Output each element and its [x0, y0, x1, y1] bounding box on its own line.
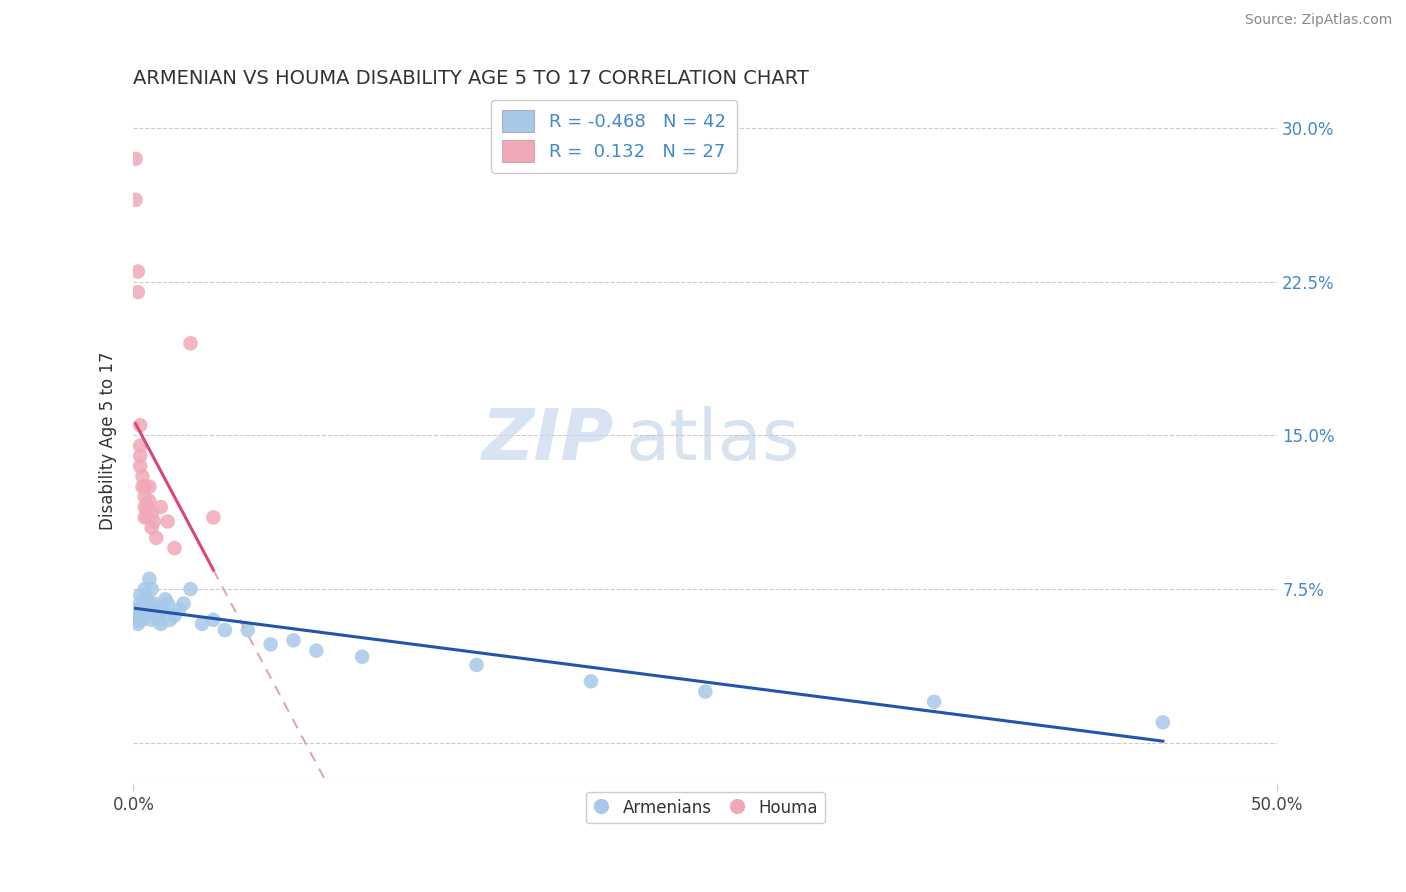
Point — [129, 418, 152, 433]
Point — [131, 602, 153, 616]
Point — [145, 608, 167, 623]
Point — [134, 597, 156, 611]
Point — [149, 616, 172, 631]
Point — [134, 490, 156, 504]
Point — [127, 264, 149, 278]
Point — [136, 500, 159, 515]
Point — [127, 608, 149, 623]
Point — [129, 439, 152, 453]
Point — [156, 597, 179, 611]
Point — [352, 649, 374, 664]
Text: Source: ZipAtlas.com: Source: ZipAtlas.com — [1244, 13, 1392, 28]
Point — [191, 616, 214, 631]
Point — [922, 695, 945, 709]
Point — [136, 602, 159, 616]
Point — [129, 449, 152, 463]
Point — [695, 684, 717, 698]
Point — [138, 572, 160, 586]
Point — [163, 608, 186, 623]
Text: ARMENIAN VS HOUMA DISABILITY AGE 5 TO 17 CORRELATION CHART: ARMENIAN VS HOUMA DISABILITY AGE 5 TO 17… — [134, 69, 810, 87]
Point — [134, 480, 156, 494]
Point — [138, 480, 160, 494]
Point — [1152, 715, 1174, 730]
Point — [173, 597, 195, 611]
Point — [167, 602, 190, 616]
Point — [202, 613, 225, 627]
Point — [127, 616, 149, 631]
Text: ZIP: ZIP — [481, 406, 614, 475]
Point — [259, 637, 281, 651]
Point — [134, 500, 156, 515]
Point — [134, 582, 156, 596]
Point — [305, 643, 328, 657]
Point — [180, 582, 202, 596]
Text: atlas: atlas — [626, 406, 800, 475]
Point — [236, 623, 259, 637]
Point — [138, 494, 160, 508]
Point — [131, 613, 153, 627]
Point — [152, 602, 174, 616]
Point — [141, 521, 163, 535]
Point — [141, 582, 163, 596]
Point — [155, 592, 177, 607]
Point — [124, 613, 146, 627]
Point — [145, 602, 167, 616]
Point — [129, 597, 152, 611]
Point — [156, 515, 179, 529]
Point — [134, 510, 156, 524]
Y-axis label: Disability Age 5 to 17: Disability Age 5 to 17 — [100, 351, 117, 530]
Point — [141, 613, 163, 627]
Point — [129, 459, 152, 474]
Point — [124, 193, 146, 207]
Point — [136, 510, 159, 524]
Point — [283, 633, 305, 648]
Point — [136, 592, 159, 607]
Point — [579, 674, 602, 689]
Point — [131, 480, 153, 494]
Point — [142, 597, 165, 611]
Point — [127, 285, 149, 299]
Point — [465, 657, 488, 672]
Point — [180, 336, 202, 351]
Point — [214, 623, 236, 637]
Point — [159, 613, 181, 627]
Point — [202, 510, 225, 524]
Point — [142, 515, 165, 529]
Point — [138, 597, 160, 611]
Point — [141, 506, 163, 520]
Point — [131, 469, 153, 483]
Legend: Armenians, Houma: Armenians, Houma — [586, 792, 824, 823]
Point — [163, 541, 186, 555]
Point — [129, 588, 152, 602]
Point — [124, 152, 146, 166]
Point — [149, 500, 172, 515]
Point — [124, 602, 146, 616]
Point — [145, 531, 167, 545]
Point — [148, 613, 170, 627]
